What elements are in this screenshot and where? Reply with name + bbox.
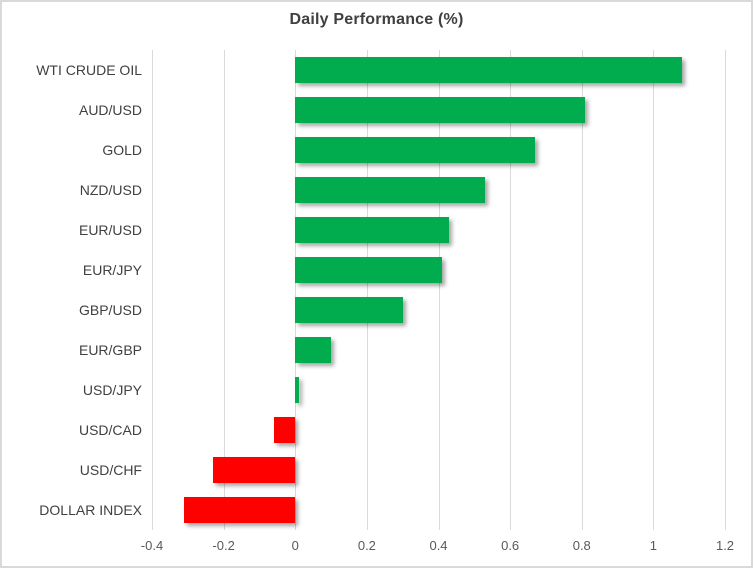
category-label-usd-cad: USD/CAD [78,422,142,438]
gridline-1.2 [725,50,726,530]
gridline-0.8 [581,50,583,530]
bar-dollar-index [184,497,296,523]
x-tick-label-1.2: 1.2 [715,538,735,553]
bar-row-usd-jpy [152,370,725,410]
category-label-wti-crude-oil: WTI CRUDE OIL [36,62,142,78]
x-tick-label-1: 1 [649,538,657,553]
gridline--0.2 [223,50,225,530]
x-tick-label-0: 0 [291,538,299,553]
bar-usd-chf [212,457,296,483]
bar-row-nzd-usd [152,170,725,210]
category-label-eur-usd: EUR/USD [78,222,142,238]
x-tick-label--0.2: -0.2 [212,538,235,553]
gridline-0.4 [438,50,440,530]
category-label-gbp-usd: GBP/USD [78,302,142,318]
plot-area [152,50,726,530]
category-label-eur-jpy: EUR/JPY [82,262,142,278]
category-label-usd-jpy: USD/JPY [82,382,142,398]
bar-row-eur-usd [152,210,725,250]
gridline-1 [653,50,655,530]
bar-row-usd-cad [152,410,725,450]
category-label-usd-chf: USD/CHF [79,462,142,478]
x-tick-label-0.2: 0.2 [357,538,376,553]
category-label-eur-gbp: EUR/GBP [78,342,142,358]
bar-row-usd-chf [152,450,725,490]
bar-eur-jpy [295,257,443,283]
category-label-gold: GOLD [102,142,142,158]
bar-row-aud-usd [152,90,725,130]
bar-nzd-usd [295,177,486,203]
category-label-aud-usd: AUD/USD [78,102,142,118]
bar-row-eur-gbp [152,330,725,370]
bar-row-gold [152,130,725,170]
x-tick-label--0.4: -0.4 [140,538,164,553]
x-tick-label-0.4: 0.4 [429,538,448,553]
bar-row-gbp-usd [152,290,725,330]
bar-usd-jpy [295,377,299,403]
gridline-0.2 [366,50,368,530]
bar-eur-usd [295,217,450,243]
bar-gbp-usd [295,297,403,323]
bar-row-dollar-index [152,490,725,530]
category-label-dollar-index: DOLLAR INDEX [39,502,142,518]
bar-row-eur-jpy [152,250,725,290]
category-label-nzd-usd: NZD/USD [79,182,142,198]
bar-gold [295,137,536,163]
bar-row-wti-crude-oil [152,50,725,90]
chart-title: Daily Performance (%) [289,11,464,28]
bar-usd-cad [273,417,296,443]
bar-aud-usd [295,97,586,123]
gridline--0.4 [152,50,153,530]
gridline-0.6 [510,50,512,530]
x-tick-label-0.6: 0.6 [501,538,520,553]
bar-wti-crude-oil [295,57,683,83]
bar-eur-gbp [295,337,332,363]
gridline-0 [295,50,297,530]
x-tick-label-0.8: 0.8 [572,538,591,553]
